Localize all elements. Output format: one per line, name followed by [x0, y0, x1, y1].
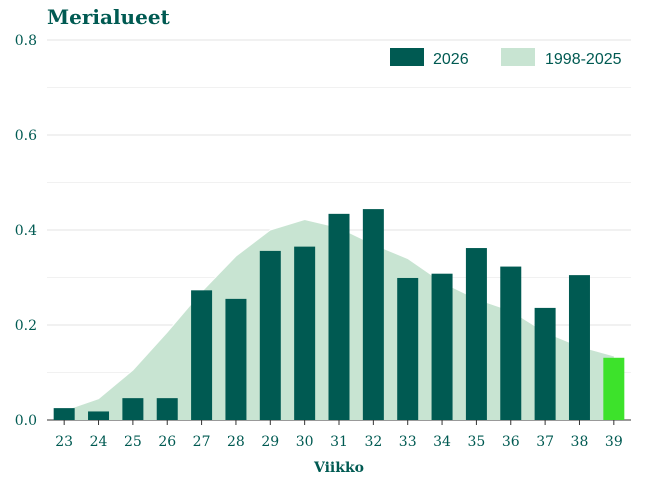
- bar-week-29: [259, 250, 281, 420]
- x-tick-label: 30: [296, 434, 314, 450]
- x-axis-label: Viikko: [313, 460, 364, 476]
- bar-series: [53, 209, 625, 420]
- bar-week-37: [534, 307, 556, 420]
- legend: 2026 1998-2025: [390, 48, 622, 68]
- x-tick-label: 37: [536, 434, 554, 450]
- x-tick-label: 33: [399, 434, 417, 450]
- x-axis: 23 24 25 26 27 28 29 30 31 32 33 34 35 36 37 38 39: [55, 420, 623, 450]
- y-tick-label: 0.6: [15, 128, 37, 144]
- legend-swatch-1998-2025: [501, 48, 535, 66]
- legend-label-2026: 2026: [433, 51, 469, 68]
- bar-week-39: [603, 357, 625, 420]
- bar-week-26: [156, 398, 178, 420]
- bar-week-33: [397, 277, 419, 420]
- bar-week-35: [465, 248, 487, 420]
- x-tick-label: 39: [605, 434, 623, 450]
- bar-week-34: [431, 273, 453, 420]
- chart-title: Merialueet: [47, 5, 171, 29]
- x-tick-label: 32: [364, 434, 382, 450]
- legend-label-1998-2025: 1998-2025: [545, 51, 622, 68]
- x-tick-label: 31: [330, 434, 348, 450]
- y-tick-label: 0.8: [15, 33, 37, 49]
- x-tick-label: 25: [124, 434, 142, 450]
- x-tick-label: 38: [571, 434, 589, 450]
- bar-week-38: [568, 275, 590, 420]
- legend-swatch-2026: [390, 48, 424, 66]
- bar-week-27: [191, 290, 213, 420]
- y-tick-label: 0.0: [15, 413, 37, 429]
- bar-week-25: [122, 398, 144, 420]
- x-tick-label: 35: [467, 434, 485, 450]
- bar-week-23: [53, 408, 75, 420]
- x-tick-label: 34: [433, 434, 451, 450]
- y-tick-label: 0.2: [15, 318, 37, 334]
- y-tick-label: 0.4: [15, 223, 37, 239]
- x-tick-label: 24: [90, 434, 108, 450]
- bar-week-24: [88, 411, 110, 420]
- bar-week-31: [328, 213, 350, 420]
- x-tick-label: 36: [502, 434, 520, 450]
- bar-week-36: [500, 266, 522, 420]
- bar-week-32: [362, 209, 384, 420]
- x-tick-label: 28: [227, 434, 245, 450]
- bar-week-30: [294, 246, 316, 420]
- x-tick-label: 27: [193, 434, 211, 450]
- x-tick-label: 26: [158, 434, 176, 450]
- y-axis: 0.0 0.2 0.4 0.6 0.8: [15, 33, 37, 429]
- x-tick-label: 29: [261, 434, 279, 450]
- x-tick-label: 23: [55, 434, 73, 450]
- bar-week-28: [225, 298, 247, 420]
